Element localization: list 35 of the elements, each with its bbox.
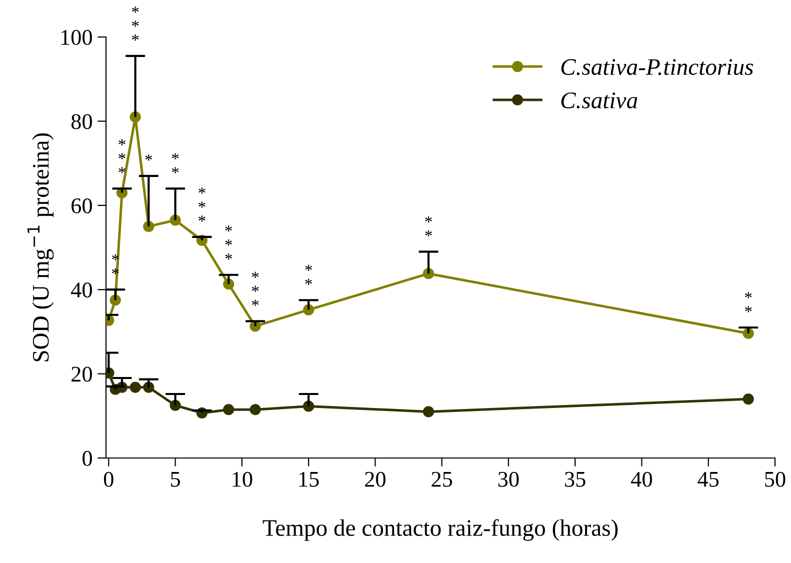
y-tick-label: 20	[72, 366, 92, 382]
x-tick-label: 40	[631, 472, 652, 487]
point	[223, 404, 234, 416]
annotation: * *	[744, 292, 752, 312]
annotation: * *	[172, 153, 179, 174]
annotation: * * *	[198, 188, 206, 222]
point	[742, 394, 754, 405]
x-axis-title: Tempo de contacto raiz-fungo (horas)	[262, 519, 618, 541]
y-tick-label: 60	[72, 198, 92, 214]
point	[250, 404, 261, 416]
y-tick-label: 80	[71, 114, 92, 130]
y-axis-title: SOD (U mg$^{−1}$ proteina)	[27, 133, 54, 362]
annotation: * *	[305, 264, 312, 285]
point	[130, 382, 141, 393]
y-tick-label: 40	[71, 282, 92, 298]
point	[422, 406, 434, 418]
legend-label: C.sativa	[561, 92, 638, 108]
annotation: * * *	[225, 226, 232, 260]
x-tick-label: 5	[171, 472, 180, 487]
x-tick-label: 15	[299, 472, 319, 487]
annotation: * *	[425, 216, 432, 236]
annotation: *	[145, 154, 152, 161]
y-tick-label: 100	[61, 30, 92, 45]
annotation: * * *	[252, 272, 259, 306]
x-tick-label: 0	[104, 472, 114, 487]
x-tick-label: 45	[698, 472, 719, 487]
x-tick-label: 50	[765, 472, 786, 487]
x-tick-label: 35	[565, 472, 586, 487]
legend-label: C.sativa-P.tinctorius	[561, 59, 754, 76]
y-tick-label: 0	[82, 450, 92, 466]
x-tick-label: 20	[365, 472, 386, 487]
x-tick-label: 10	[232, 472, 252, 487]
annotation: * * *	[132, 6, 139, 41]
x-tick-label: 30	[498, 472, 519, 487]
x-tick-label: 25	[432, 472, 452, 487]
